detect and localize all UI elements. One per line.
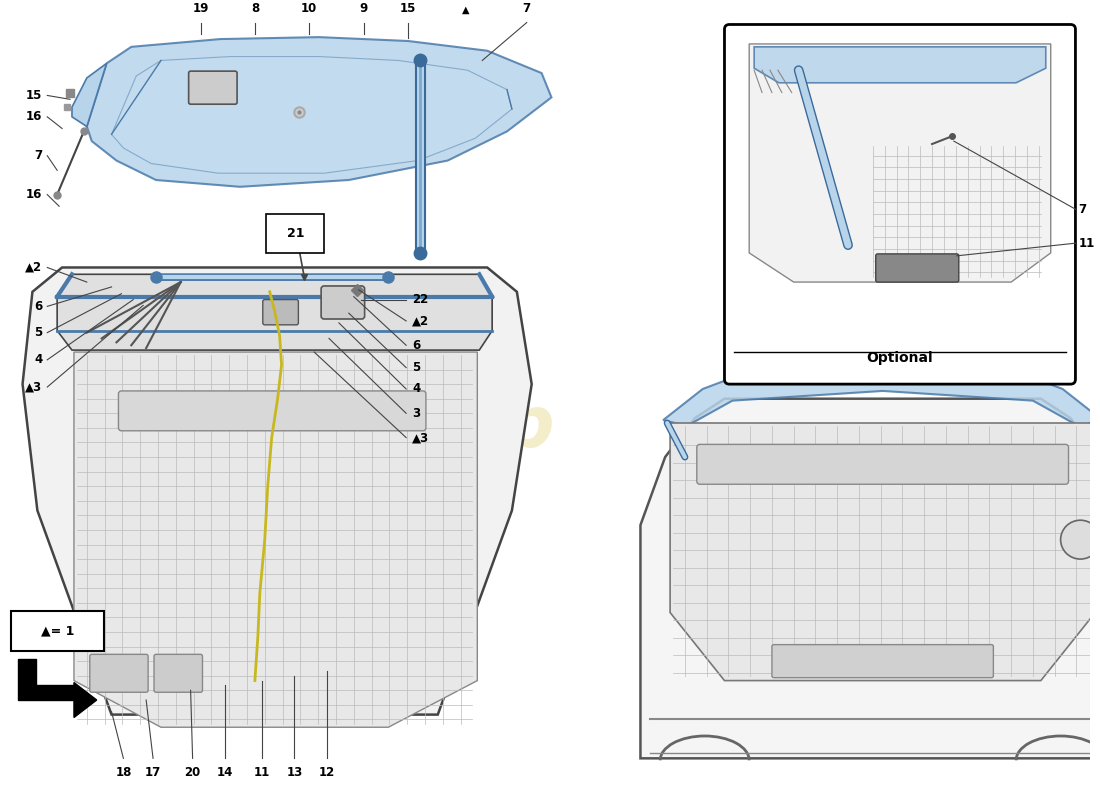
Polygon shape — [755, 47, 1046, 83]
Text: 18: 18 — [116, 766, 132, 779]
Text: Optional: Optional — [867, 350, 933, 365]
Text: elsparep: elsparep — [201, 394, 556, 462]
Text: 5: 5 — [412, 361, 420, 374]
Polygon shape — [74, 682, 97, 718]
Text: ▲3: ▲3 — [412, 431, 429, 444]
Text: 21: 21 — [287, 227, 305, 240]
Text: 10: 10 — [301, 2, 318, 14]
Text: 11: 11 — [254, 766, 270, 779]
Text: 19: 19 — [192, 2, 209, 14]
Text: 14: 14 — [217, 766, 233, 779]
Text: 16: 16 — [26, 188, 42, 201]
Text: 22: 22 — [412, 293, 428, 306]
Text: 15: 15 — [400, 2, 416, 14]
Text: 4: 4 — [412, 382, 420, 395]
Polygon shape — [18, 659, 74, 700]
Text: 8: 8 — [251, 2, 258, 14]
Polygon shape — [670, 423, 1096, 681]
Text: ▲2: ▲2 — [25, 261, 42, 274]
FancyBboxPatch shape — [266, 214, 324, 253]
Text: car parts: car parts — [317, 511, 440, 539]
Polygon shape — [72, 63, 107, 126]
Polygon shape — [74, 352, 477, 727]
FancyBboxPatch shape — [696, 444, 1068, 484]
Text: 6: 6 — [34, 300, 42, 313]
Text: 7: 7 — [34, 150, 42, 162]
Text: 16: 16 — [26, 110, 42, 123]
FancyBboxPatch shape — [90, 654, 148, 692]
FancyBboxPatch shape — [321, 286, 364, 319]
Polygon shape — [23, 267, 531, 714]
Text: 12: 12 — [319, 766, 336, 779]
Text: 3: 3 — [412, 406, 420, 420]
Text: ▲2: ▲2 — [412, 314, 429, 327]
Polygon shape — [749, 44, 1050, 282]
Text: 4: 4 — [34, 354, 42, 366]
Text: 9: 9 — [360, 2, 367, 14]
Polygon shape — [640, 398, 1100, 758]
FancyBboxPatch shape — [11, 610, 103, 651]
Text: 13: 13 — [286, 766, 302, 779]
FancyBboxPatch shape — [188, 71, 238, 104]
Polygon shape — [87, 37, 551, 187]
Text: ▲3: ▲3 — [25, 381, 42, 394]
FancyBboxPatch shape — [119, 391, 426, 430]
Text: 7: 7 — [1078, 202, 1087, 216]
Text: 15: 15 — [26, 89, 42, 102]
Text: 5: 5 — [34, 326, 42, 339]
Text: ▲= 1: ▲= 1 — [42, 625, 75, 638]
Text: 7: 7 — [522, 2, 531, 14]
FancyBboxPatch shape — [876, 254, 959, 282]
FancyBboxPatch shape — [154, 654, 202, 692]
Polygon shape — [111, 57, 512, 174]
Polygon shape — [57, 274, 492, 350]
Text: 6: 6 — [412, 338, 420, 352]
Circle shape — [1060, 520, 1100, 559]
FancyBboxPatch shape — [263, 299, 298, 325]
Text: 11: 11 — [1078, 237, 1094, 250]
Text: 17: 17 — [145, 766, 162, 779]
Text: ▲: ▲ — [462, 5, 470, 14]
FancyBboxPatch shape — [725, 25, 1076, 384]
FancyBboxPatch shape — [772, 645, 993, 678]
Text: 20: 20 — [185, 766, 200, 779]
Polygon shape — [663, 365, 1100, 426]
Text: since 1985: since 1985 — [302, 560, 454, 588]
